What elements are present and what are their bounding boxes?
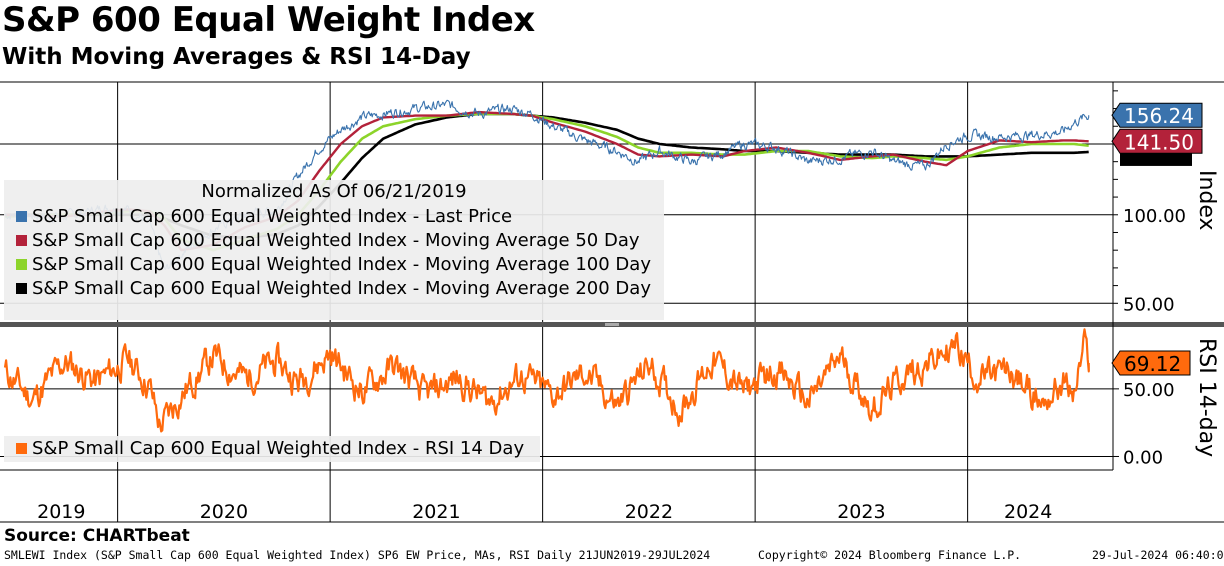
value-label-ma50-box <box>1111 128 1203 154</box>
legend-rsi: S&P Small Cap 600 Equal Weighted Index -… <box>4 436 540 462</box>
legend-item-rsi: S&P Small Cap 600 Equal Weighted Index -… <box>4 436 540 460</box>
y-axis-title-main: Index <box>1194 170 1219 231</box>
legend-item-ma200: S&P Small Cap 600 Equal Weighted Index -… <box>4 276 664 300</box>
footer-description: SMLEWI Index (S&P Small Cap 600 Equal We… <box>4 548 711 562</box>
legend-label: S&P Small Cap 600 Equal Weighted Index -… <box>32 437 525 459</box>
x-tick-label: 2022 <box>625 501 673 523</box>
series-line-rsi <box>3 328 1090 433</box>
y-tick-label: 100.00 <box>1123 206 1186 227</box>
x-tick-label: 2023 <box>837 501 885 523</box>
value-label-rsi-box <box>1111 350 1191 376</box>
legend-item-last-price: S&P Small Cap 600 Equal Weighted Index -… <box>4 204 664 228</box>
x-tick-label: 2019 <box>37 501 85 523</box>
footer-timestamp: 29-Jul-2024 06:40:03 <box>1092 548 1224 562</box>
value-label-last-price-box <box>1111 102 1203 128</box>
legend-label: S&P Small Cap 600 Equal Weighted Index -… <box>32 205 513 227</box>
legend-item-ma100: S&P Small Cap 600 Equal Weighted Index -… <box>4 252 664 276</box>
value-label-ma50: 141.50 <box>1124 130 1194 154</box>
legend-swatch <box>16 282 27 294</box>
legend-swatch <box>16 234 27 246</box>
legend-label: S&P Small Cap 600 Equal Weighted Index -… <box>32 229 640 251</box>
chart-subtitle: With Moving Averages & RSI 14-Day <box>2 44 471 70</box>
legend-item-ma50: S&P Small Cap 600 Equal Weighted Index -… <box>4 228 664 252</box>
source-note: Source: CHARTbeat <box>4 526 190 546</box>
y-tick-label: 50.00 <box>1123 380 1175 401</box>
y-axis-title-rsi: RSI 14-day <box>1194 338 1219 457</box>
legend-swatch <box>16 210 27 222</box>
y-tick-label: 0.00 <box>1123 447 1163 468</box>
x-tick-label: 2021 <box>412 501 460 523</box>
x-tick-label: 2024 <box>1004 501 1052 523</box>
legend-label: S&P Small Cap 600 Equal Weighted Index -… <box>32 277 651 299</box>
chart-title: S&P 600 Equal Weight Index <box>2 0 535 40</box>
value-label-last-price: 156.24 <box>1124 104 1194 128</box>
legend-swatch <box>16 442 27 454</box>
legend-swatch <box>16 258 27 270</box>
legend-header: Normalized As Of 06/21/2019 <box>201 181 467 202</box>
value-label-rsi: 69.12 <box>1124 352 1181 376</box>
legend-label: S&P Small Cap 600 Equal Weighted Index -… <box>32 253 651 275</box>
footer-copyright: Copyright© 2024 Bloomberg Finance L.P. <box>758 548 1022 562</box>
legend-main: Normalized As Of 06/21/2019 S&P Small Ca… <box>4 180 664 320</box>
separator-handle <box>605 323 619 326</box>
y-tick-label: 50.00 <box>1123 294 1175 315</box>
x-tick-label: 2020 <box>200 501 248 523</box>
